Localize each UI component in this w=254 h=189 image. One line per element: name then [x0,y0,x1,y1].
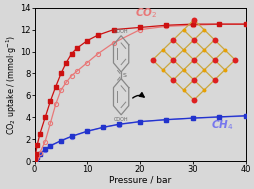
Y-axis label: CO$_2$ uptake / (mmol·g$^{-1}$): CO$_2$ uptake / (mmol·g$^{-1}$) [4,34,19,135]
Text: CH$_4$: CH$_4$ [211,118,233,132]
X-axis label: Pressure / bar: Pressure / bar [108,176,170,185]
Text: CO$_2$: CO$_2$ [134,6,157,20]
